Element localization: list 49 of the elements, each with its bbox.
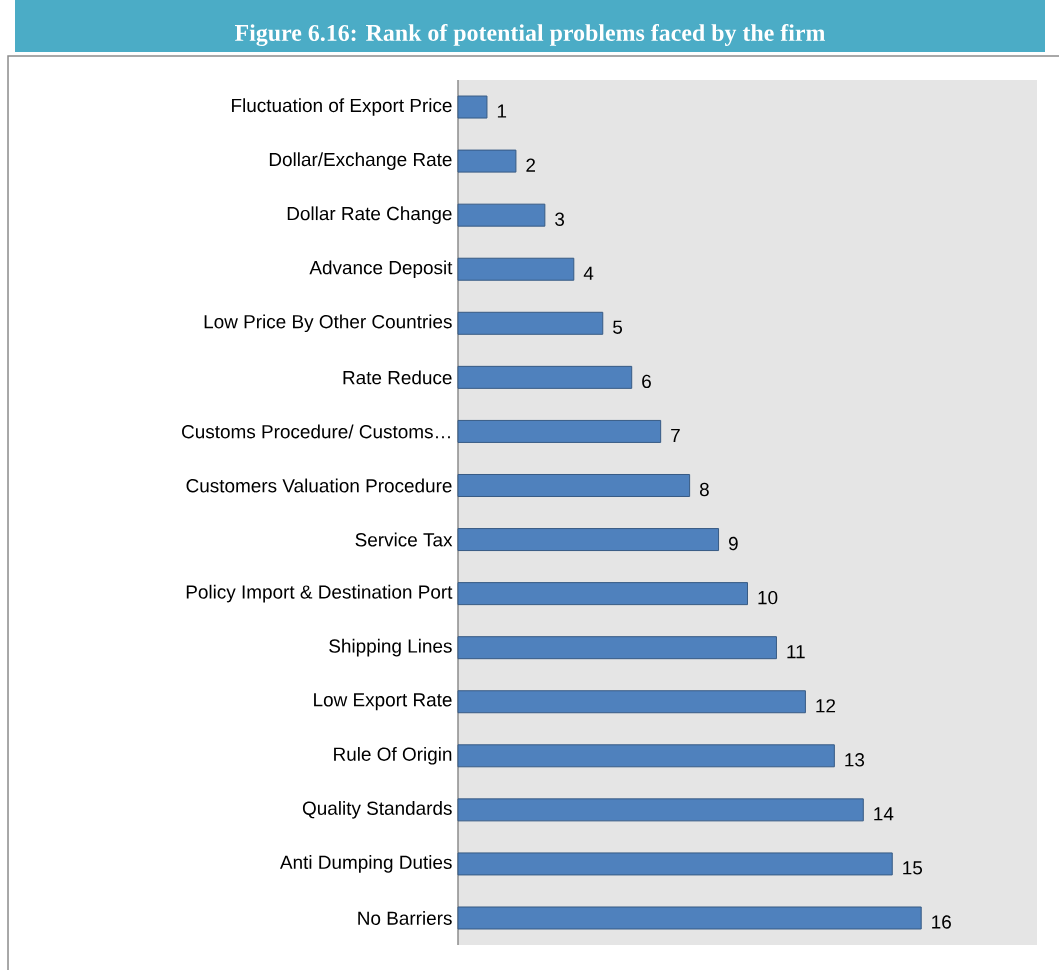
y-tick-label: Anti Dumping Duties: [279, 855, 452, 873]
bar: [457, 473, 691, 497]
y-tick-label: Low Price By Other Countries: [204, 314, 452, 333]
y-tick-label: Fluctuation of Export Price: [232, 98, 452, 116]
bar: [457, 528, 720, 552]
y-tick-label: Dollar/Exchange Rate: [269, 152, 452, 170]
data-label: 14: [874, 807, 894, 821]
data-label: 16: [932, 915, 951, 929]
data-label: 8: [699, 482, 709, 497]
bar: [457, 906, 922, 930]
bar: [457, 419, 662, 443]
bar: [457, 798, 864, 822]
data-label: 3: [555, 212, 565, 226]
bar: [457, 95, 488, 119]
y-tick-label: Dollar Rate Change: [287, 206, 452, 224]
bar: [457, 744, 835, 768]
chart-title: Figure 6.16: Rank of potential problems faced by the firm: [234, 23, 826, 47]
data-label: 5: [613, 320, 623, 334]
bar: [457, 852, 893, 876]
data-label: 10: [758, 590, 778, 605]
y-tick-label: Policy Import & Destination Port: [186, 584, 453, 603]
y-tick-label: Customs Procedure/ Customs…: [182, 424, 450, 439]
y-tick-label: Service Tax: [355, 532, 453, 547]
y-tick-label: Advance Deposit: [309, 260, 453, 279]
y-tick-label: Customers Valuation Procedure: [186, 478, 452, 493]
bar: [457, 311, 604, 335]
data-label: 9: [728, 536, 738, 551]
y-tick-label: Quality Standards: [302, 801, 452, 819]
data-label: 11: [787, 645, 805, 659]
bar: [457, 690, 806, 714]
y-tick-label: Shipping Lines: [329, 638, 452, 657]
y-tick-label: Rule Of Origin: [334, 746, 452, 765]
y-tick-label: Rate Reduce: [343, 370, 452, 385]
bar: [457, 636, 777, 660]
data-label: 4: [583, 266, 594, 280]
y-tick-label: Low Export Rate: [314, 693, 452, 711]
bar: [457, 257, 575, 281]
data-label: 2: [526, 158, 536, 172]
bar: [457, 582, 749, 606]
data-label: 6: [642, 374, 651, 389]
data-label: 12: [816, 699, 836, 713]
bar: [457, 203, 546, 227]
data-label: 1: [497, 104, 507, 118]
y-tick-label: No Barriers: [358, 911, 452, 925]
bar: [457, 365, 633, 389]
data-label: 13: [845, 753, 865, 767]
bar: [457, 149, 517, 173]
data-label: 7: [671, 428, 680, 442]
data-label: 15: [903, 861, 923, 875]
